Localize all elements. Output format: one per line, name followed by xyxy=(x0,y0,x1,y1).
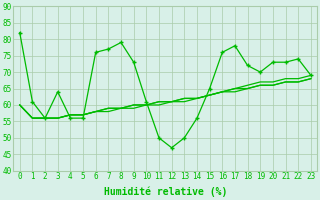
X-axis label: Humidité relative (%): Humidité relative (%) xyxy=(104,187,227,197)
